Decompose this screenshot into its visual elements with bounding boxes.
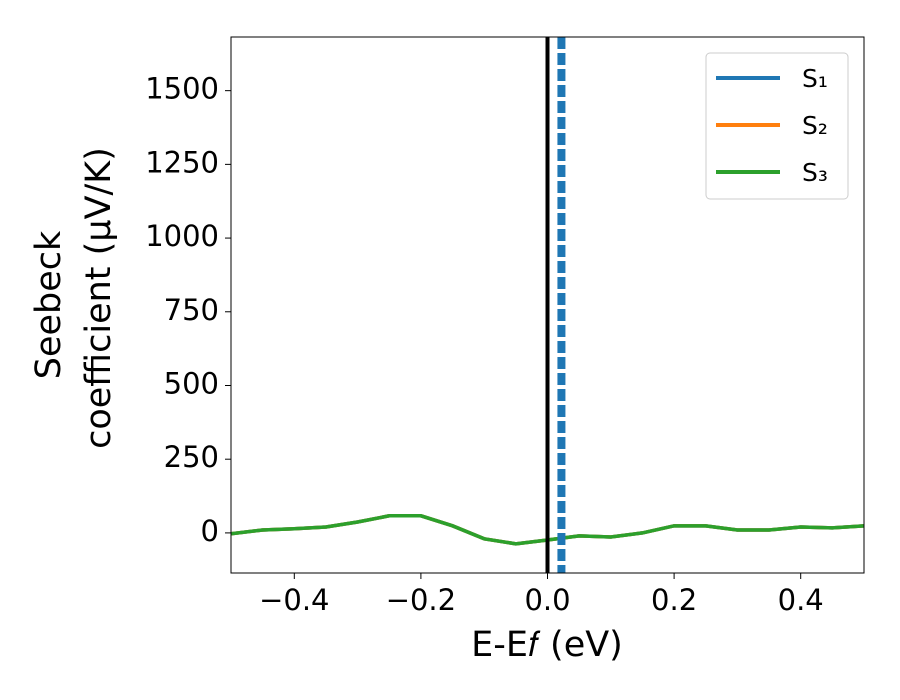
y-tick-label: 500 xyxy=(164,366,219,400)
y-tick-label: 1500 xyxy=(145,72,219,106)
y-tick-label: 250 xyxy=(164,440,219,474)
x-tick-label: 0.4 xyxy=(778,583,824,617)
plot-frame xyxy=(230,36,865,574)
legend-label: S₂ xyxy=(802,111,828,140)
y-tick-label: 750 xyxy=(164,293,219,327)
x-tick-label: −0.2 xyxy=(386,583,456,617)
x-tick-label: 0.2 xyxy=(651,583,697,617)
y-tick-label: 0 xyxy=(201,514,219,548)
legend-label: S₁ xyxy=(802,64,828,93)
x-tick-label: −0.4 xyxy=(259,583,329,617)
x-tick-label: 0.0 xyxy=(524,583,570,617)
y-axis-title: Seebeck xyxy=(29,230,69,379)
x-axis-title: E-E𝑓 (eV) xyxy=(471,625,623,665)
y-tick-label: 1250 xyxy=(145,145,219,179)
y-tick-label: 1000 xyxy=(145,219,219,253)
y-axis-title: coefficient (μV/K) xyxy=(79,147,119,449)
legend-label: S₃ xyxy=(802,158,828,187)
